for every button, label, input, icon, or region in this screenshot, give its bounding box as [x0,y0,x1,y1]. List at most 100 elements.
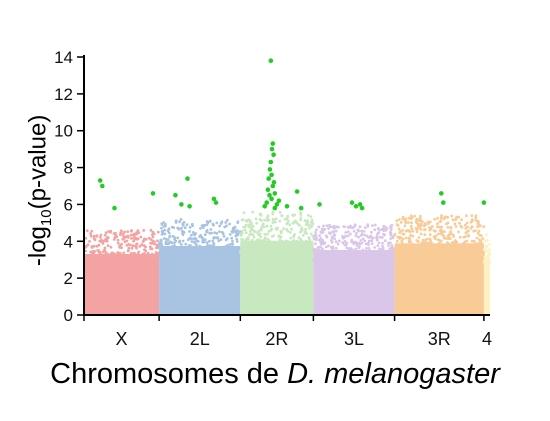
snp-point [88,240,91,243]
snp-point [161,249,165,253]
snp-point [216,252,220,256]
snp-point [430,225,434,228]
snp-point [345,246,349,250]
snp-point [135,231,139,235]
snp-point [193,236,197,240]
snp-point [115,256,119,259]
snp-point [265,224,269,228]
snp-point [144,245,148,249]
snp-point [469,220,473,224]
chromosome-points-4 [482,233,492,315]
snp-point [293,219,297,223]
snp-point [254,241,258,245]
snp-point [240,218,244,222]
snp-point [251,210,255,214]
snp-point [201,236,204,240]
snp-point [258,250,261,254]
snp-point [300,228,304,232]
snp-point [101,256,104,260]
snp-point [409,240,413,244]
snp-point [129,229,133,233]
snp-point [427,222,430,225]
snp-point [101,250,105,254]
snp-point [377,241,381,245]
snp-point [285,217,289,221]
snp-point [395,223,399,226]
snp-point [212,244,216,248]
snp-point [154,255,158,259]
snp-point [130,246,134,250]
snp-point [437,241,441,245]
snp-point [167,227,171,231]
snp-point [360,230,364,233]
snp-point [383,239,387,243]
snp-point [310,224,313,227]
snp-point [215,232,219,235]
snp-point [402,253,406,257]
snp-point [346,230,350,234]
snp-point [197,252,201,256]
snp-point [201,226,205,230]
chromosome-label-4: 4 [482,329,492,349]
snp-point [474,250,478,254]
snp-point [418,247,422,251]
snp-point [290,248,294,251]
snp-point [289,251,293,255]
snp-point [412,245,416,249]
snp-point [355,249,359,253]
snp-point [451,241,454,244]
chromosome-points-3L [312,223,396,315]
snp-point [274,220,277,224]
snp-point [145,261,149,265]
snp-point [299,213,303,216]
snp-point [386,252,390,256]
snp-point [224,255,228,259]
snp-point [373,252,376,256]
snp-point [235,240,239,243]
snp-point [250,238,254,242]
snp-point [332,250,336,254]
snp-point [160,233,164,236]
snp-point [160,244,164,248]
snp-point [419,232,423,236]
snp-point [285,222,289,226]
snp-point [136,255,140,259]
snp-point [341,249,344,253]
significant-point-2L [179,202,184,207]
snp-point [303,230,307,234]
snp-point [146,259,150,263]
snp-point [457,246,461,250]
snp-point [168,256,172,259]
snp-point [130,251,133,255]
snp-point [193,233,197,237]
snp-point [454,225,458,228]
snp-point [335,225,339,229]
y-tick-label: 4 [64,232,73,251]
snp-point [228,222,232,226]
snp-point [387,258,391,262]
snp-point [482,248,486,252]
significant-point-2R [284,204,290,209]
snp-point [477,220,480,224]
chromosome-label-X: X [116,329,128,349]
snp-point [246,244,250,248]
chromosome-points-2R [239,210,315,315]
chromosome-points-3R [393,214,486,315]
snp-point [362,230,366,233]
snp-point [205,246,209,250]
snp-point [352,229,356,233]
snp-point [220,253,224,257]
snp-point [367,239,371,243]
snp-point [119,233,122,237]
snp-point [170,245,174,248]
chromosome-label-3L: 3L [344,329,364,349]
snp-point [389,241,392,245]
snp-point [215,221,219,225]
snp-point [349,224,352,228]
snp-point [479,239,483,243]
snp-point [250,222,254,225]
snp-point [199,252,203,256]
snp-point [259,235,263,239]
snp-point [435,245,439,249]
snp-point [458,235,462,239]
